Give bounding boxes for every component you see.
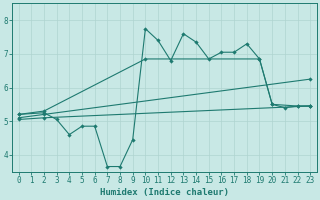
X-axis label: Humidex (Indice chaleur): Humidex (Indice chaleur) [100,188,229,197]
